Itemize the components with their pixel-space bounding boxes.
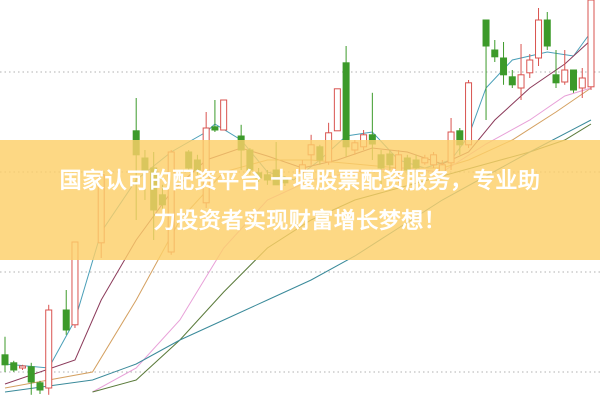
candle-up xyxy=(465,80,473,148)
candle-body xyxy=(220,99,228,131)
candle-body xyxy=(526,59,534,74)
candle-down xyxy=(36,380,44,394)
candle-down xyxy=(508,70,516,88)
candle-down xyxy=(482,19,490,120)
candle-body xyxy=(333,88,341,132)
candle-up xyxy=(578,68,586,98)
candle-down xyxy=(570,69,578,93)
candle-down xyxy=(500,42,508,85)
candle-body xyxy=(482,19,490,47)
candle-body xyxy=(570,69,578,91)
banner-line-2: 力投资者实现财富增长梦想！ xyxy=(153,209,447,234)
candle-up xyxy=(561,50,569,85)
candle-body xyxy=(10,362,18,371)
candle-body xyxy=(517,74,525,89)
candle-body xyxy=(1,354,9,366)
candle-down xyxy=(491,40,499,62)
candle-body xyxy=(543,19,551,47)
candle-up xyxy=(18,364,26,370)
candle-up xyxy=(587,0,595,90)
candle-body xyxy=(508,76,516,86)
candle-up xyxy=(333,88,341,132)
candle-body xyxy=(45,309,53,389)
banner-line-1: 国家认可的配资平台 十堰股票配资服务，专业助 xyxy=(59,169,541,194)
candle-down xyxy=(552,50,560,88)
candle-down xyxy=(543,12,551,50)
candle-down xyxy=(62,290,70,335)
candle-body xyxy=(465,82,473,146)
candle-body xyxy=(211,126,219,131)
candle-up xyxy=(45,304,53,395)
candle-body xyxy=(500,57,508,76)
candle-body xyxy=(27,366,35,383)
candle-body xyxy=(561,69,569,83)
promo-banner-text: 国家认可的配资平台 十堰股票配资服务，专业助 力投资者实现财富增长梦想！ xyxy=(0,162,600,242)
candle-body xyxy=(552,74,560,84)
candle-body xyxy=(62,309,70,331)
candle-down xyxy=(1,336,9,372)
candle-up xyxy=(526,54,534,78)
candle-body xyxy=(578,77,586,89)
candle-body xyxy=(535,19,543,59)
candle-up xyxy=(517,44,525,100)
candle-down xyxy=(27,362,35,395)
candle-body xyxy=(18,365,26,369)
candle-down xyxy=(10,360,18,372)
candle-down xyxy=(211,100,219,132)
candle-up xyxy=(220,99,228,131)
candle-body xyxy=(587,0,595,88)
candle-up xyxy=(535,8,543,66)
candle-body xyxy=(491,49,499,58)
candle-body xyxy=(342,62,350,148)
candle-body xyxy=(36,382,44,391)
promo-banner xyxy=(0,140,600,260)
